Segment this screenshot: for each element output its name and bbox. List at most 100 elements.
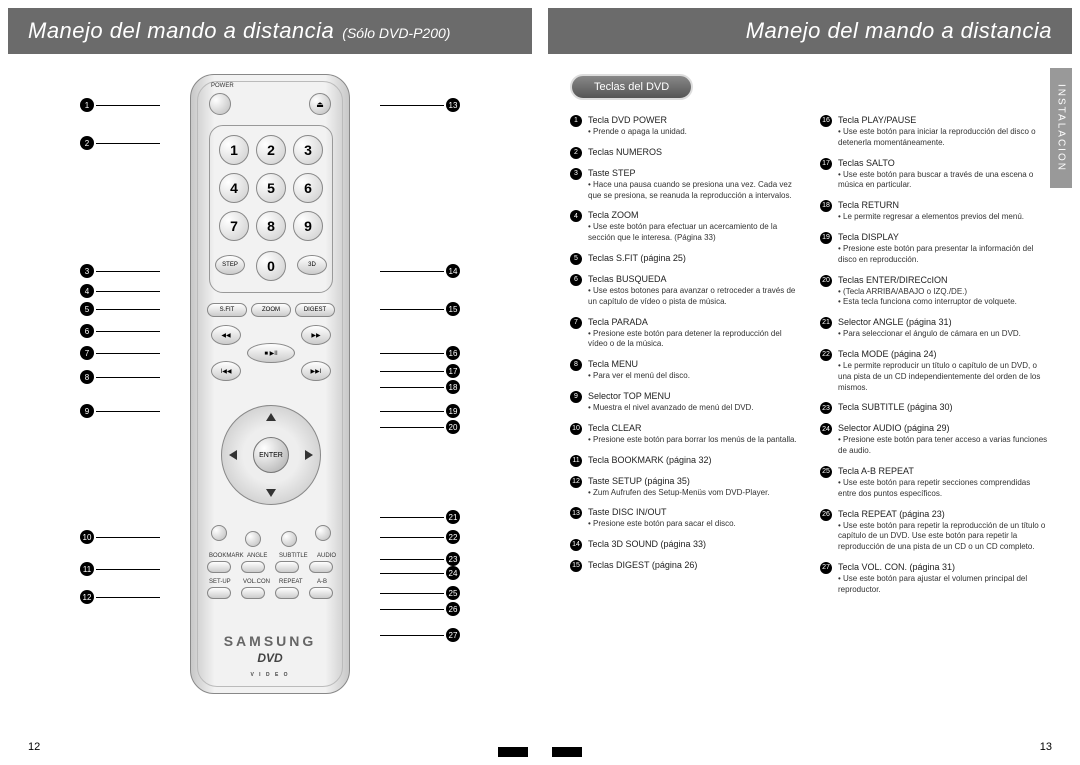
desc-item-11: 11Tecla BOOKMARK (página 32): [570, 454, 800, 467]
desc-item-27: 27Tecla VOL. CON. (página 31)• Use este …: [820, 561, 1050, 596]
stop-play-button: ■ ▶II: [247, 343, 295, 363]
arrow-up-icon: [266, 413, 276, 421]
callout-7: 7: [80, 346, 160, 360]
callout-10: 10: [80, 530, 160, 544]
callout-21: 21: [380, 510, 460, 524]
desc-item-8: 8Tecla MENU• Para ver el menú del disco.: [570, 358, 800, 382]
desc-item-26: 26Tecla REPEAT (página 23)• Use este bot…: [820, 508, 1050, 553]
callout-13: 13: [380, 98, 460, 112]
callout-3: 3: [80, 264, 160, 278]
crop-marks: [498, 747, 582, 757]
dpad: ENTER: [221, 405, 321, 505]
brand-logo: SAMSUNG: [191, 633, 349, 649]
desc-item-1: 1Tecla DVD POWER• Prende o apaga la unid…: [570, 114, 800, 138]
desc-item-10: 10Tecla CLEAR• Presione este botón para …: [570, 422, 800, 446]
enter-button: ENTER: [253, 437, 289, 473]
side-tab: INSTALACION: [1050, 68, 1072, 188]
desc-item-3: 3Taste STEP• Hace una pausa cuando se pr…: [570, 167, 800, 202]
num-0: 0: [256, 251, 286, 281]
desc-item-4: 4Tecla ZOOM• Use este botón para efectua…: [570, 209, 800, 244]
desc-item-24: 24Selector AUDIO (página 29)• Presione e…: [820, 422, 1050, 457]
prev-button: I◀◀: [211, 361, 241, 381]
label-audio: AUDIO: [317, 553, 336, 559]
label-power: POWER: [211, 83, 234, 89]
desc-item-16: 16Tecla PLAY/PAUSE• Use este botón para …: [820, 114, 1050, 149]
remote-body: POWER ⏏ 1 2 3 4 5 6 7 8 9 STEP 0 3D S.FI…: [190, 74, 350, 694]
desc-item-23: 23Tecla SUBTITLE (página 30): [820, 401, 1050, 414]
page-right: Manejo del mando a distancia INSTALACION…: [540, 0, 1080, 765]
callout-12: 12: [80, 590, 160, 604]
callout-11: 11: [80, 562, 160, 576]
ab-btn: [309, 587, 333, 599]
arrow-down-icon: [266, 489, 276, 497]
eject-button: ⏏: [309, 93, 331, 115]
mode-button: [315, 525, 331, 541]
label-volcon: VOL.CON: [243, 579, 270, 585]
digest-button: DIGEST: [295, 303, 335, 317]
callout-1: 1: [80, 98, 160, 112]
num-3: 3: [293, 135, 323, 165]
desc-item-18: 18Tecla RETURN• Le permite regresar a el…: [820, 199, 1050, 223]
label-ab: A-B: [317, 579, 327, 585]
sfit-button: S.FIT: [207, 303, 247, 317]
label-setup: SET-UP: [209, 579, 231, 585]
num-2: 2: [256, 135, 286, 165]
label-bookmark: BOOKMARK: [209, 553, 244, 559]
rew-button: ◀◀: [211, 325, 241, 345]
page-left: Manejo del mando a distancia (Sólo DVD-P…: [0, 0, 540, 765]
3d-button: 3D: [297, 255, 327, 275]
num-7: 7: [219, 211, 249, 241]
desc-item-6: 6Teclas BUSQUEDA• Use estos botones para…: [570, 273, 800, 308]
arrow-right-icon: [305, 450, 313, 460]
callout-14: 14: [380, 264, 460, 278]
volcon-btn: [241, 587, 265, 599]
callout-6: 6: [80, 324, 160, 338]
dvd-sub: V I D E O: [250, 672, 289, 678]
column-2: 16Tecla PLAY/PAUSE• Use este botón para …: [820, 114, 1050, 604]
desc-item-2: 2Teclas NUMEROS: [570, 146, 800, 159]
step-button: STEP: [215, 255, 245, 275]
callout-17: 17: [380, 364, 460, 378]
clear-button: [211, 525, 227, 541]
setup-btn: [207, 587, 231, 599]
repeat-btn: [275, 587, 299, 599]
next-button: ▶▶I: [301, 361, 331, 381]
page-number-left: 12: [28, 741, 40, 753]
callout-16: 16: [380, 346, 460, 360]
desc-item-17: 17Teclas SALTO• Use este botón para busc…: [820, 157, 1050, 192]
callout-24: 24: [380, 566, 460, 580]
zoom-button: ZOOM: [251, 303, 291, 317]
page-number-right: 13: [1040, 741, 1052, 753]
columns: 1Tecla DVD POWER• Prende o apaga la unid…: [540, 114, 1080, 604]
label-angle: ANGLE: [247, 553, 267, 559]
arrow-left-icon: [229, 450, 237, 460]
callout-4: 4: [80, 284, 160, 298]
angle-button: [245, 531, 261, 547]
desc-item-20: 20Teclas ENTER/DIRECcION• (Tecla ARRIBA/…: [820, 274, 1050, 309]
desc-item-22: 22Tecla MODE (página 24)• Le permite rep…: [820, 348, 1050, 393]
desc-item-19: 19Tecla DISPLAY• Presione este botón par…: [820, 231, 1050, 266]
callout-27: 27: [380, 628, 460, 642]
power-button: [209, 93, 231, 115]
section-pill: Teclas del DVD: [570, 74, 693, 100]
subtitle-btn: [275, 561, 299, 573]
desc-item-25: 25Tecla A-B REPEAT• Use este botón para …: [820, 465, 1050, 500]
subtitle-left: (Sólo DVD-P200): [342, 25, 450, 41]
desc-item-14: 14Tecla 3D SOUND (página 33): [570, 538, 800, 551]
callout-19: 19: [380, 404, 460, 418]
ffw-button: ▶▶: [301, 325, 331, 345]
desc-item-13: 13Taste DISC IN/OUT• Presione este botón…: [570, 506, 800, 530]
desc-item-21: 21Selector ANGLE (página 31)• Para selec…: [820, 316, 1050, 340]
dvd-text: DVD: [257, 651, 282, 665]
callout-2: 2: [80, 136, 160, 150]
dvd-logo: DVD V I D E O: [191, 651, 349, 679]
num-9: 9: [293, 211, 323, 241]
callout-5: 5: [80, 302, 160, 316]
label-subtitle: SUBTITLE: [279, 553, 308, 559]
callout-25: 25: [380, 586, 460, 600]
desc-item-15: 15Teclas DIGEST (página 26): [570, 559, 800, 572]
callout-20: 20: [380, 420, 460, 434]
desc-item-7: 7Tecla PARADA• Presione este botón para …: [570, 316, 800, 351]
num-4: 4: [219, 173, 249, 203]
num-5: 5: [256, 173, 286, 203]
